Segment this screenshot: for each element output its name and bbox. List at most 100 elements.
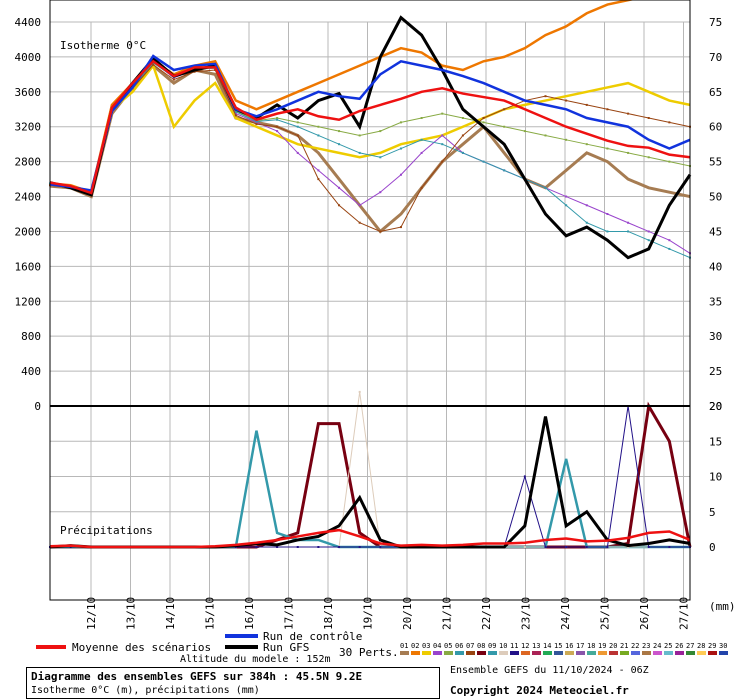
left-tick-label: 2000 — [15, 225, 42, 238]
upper-series-point — [420, 186, 423, 189]
left-tick-label: 4000 — [15, 51, 42, 64]
lower-right-tick-label: 20 — [709, 400, 722, 413]
pert-color-swatch — [477, 651, 486, 655]
pert-color-swatch — [499, 651, 508, 655]
upper-series-line — [49, 59, 691, 195]
pert-number-label: 08 — [477, 642, 485, 650]
upper-series-point — [627, 112, 630, 115]
pert-number-label: 23 — [642, 642, 650, 650]
x-tick-label: 15/10 — [204, 597, 217, 630]
upper-series-point — [379, 130, 382, 133]
lower-series-point — [317, 546, 320, 548]
lower-series-point — [358, 546, 361, 548]
upper-series-point — [193, 70, 196, 73]
upper-series-point — [317, 178, 320, 181]
lower-series-point — [565, 546, 568, 548]
pert-color-swatch — [565, 651, 574, 655]
upper-series-point — [255, 120, 258, 123]
pert-color-swatch — [554, 651, 563, 655]
upper-series-point — [276, 130, 279, 133]
upper-series-point — [379, 156, 382, 159]
pert-number-label: 09 — [488, 642, 496, 650]
upper-series-point — [358, 134, 361, 137]
x-tick-label: 23/10 — [520, 597, 533, 630]
chart-title: Diagramme des ensembles GEFS sur 384h : … — [31, 670, 363, 683]
pert-number-label: 01 — [400, 642, 408, 650]
run-info: Ensemble GEFS du 11/10/2024 - 06Z — [450, 665, 649, 676]
upper-series-point — [441, 134, 444, 137]
pert-number-label: 30 — [719, 642, 727, 650]
pert-color-swatch — [444, 651, 453, 655]
lower-series-line — [49, 528, 691, 549]
lower-panel-grid — [50, 405, 690, 600]
x-tick-label: 22/10 — [480, 597, 493, 630]
pert-color-swatch — [532, 651, 541, 655]
lower-right-tick-label: 5 — [709, 506, 716, 519]
upper-series-point — [606, 213, 609, 215]
upper-series-point — [585, 221, 588, 224]
right-tick-label: 50 — [709, 191, 722, 204]
pert-number-label: 14 — [543, 642, 551, 650]
upper-series-point — [606, 108, 609, 111]
pert-color-swatch — [719, 651, 728, 655]
pert-color-swatch — [620, 651, 629, 655]
right-tick-label: 25 — [709, 365, 722, 378]
upper-series-point — [482, 160, 485, 163]
pert-color-swatch — [466, 651, 475, 655]
x-tick-label: 26/10 — [638, 597, 651, 630]
lower-series-point — [647, 546, 650, 548]
x-tick-label: 12/10 — [85, 597, 98, 630]
upper-series-point — [276, 117, 279, 119]
pert-number-label: 03 — [422, 642, 430, 650]
upper-series-point — [503, 169, 506, 172]
upper-series-point — [338, 186, 341, 189]
left-tick-label: 4400 — [15, 16, 42, 29]
left-tick-label: 1600 — [15, 260, 42, 273]
upper-series-point — [565, 195, 568, 198]
perts-legend-label: 30 Perts. — [339, 646, 399, 659]
pert-color-swatch — [686, 651, 695, 655]
pert-number-label: 15 — [554, 642, 562, 650]
x-tick-label: 14/10 — [164, 597, 177, 630]
upper-series-point — [668, 247, 671, 250]
upper-series-point — [647, 156, 650, 159]
lower-series-point — [338, 546, 341, 548]
lower-series-point — [379, 546, 382, 548]
pert-number-label: 20 — [609, 642, 617, 650]
upper-series-point — [565, 204, 568, 207]
pert-number-label: 13 — [532, 642, 540, 650]
upper-series-line — [49, 15, 692, 260]
upper-series-point — [234, 112, 237, 115]
right-tick-label: 45 — [709, 225, 722, 238]
upper-series-point — [441, 143, 444, 146]
left-tick-label: 2400 — [15, 191, 42, 204]
upper-series-point — [399, 121, 402, 124]
upper-series-point — [503, 125, 506, 128]
upper-series-point — [399, 147, 402, 150]
pert-color-swatch — [576, 651, 585, 655]
lower-right-tick-label: 0 — [709, 541, 716, 554]
x-tick-label: 25/10 — [599, 597, 612, 630]
upper-series-line — [49, 63, 691, 234]
pert-color-swatch — [598, 651, 607, 655]
upper-series-point — [523, 130, 526, 133]
x-tick-label: 24/10 — [559, 597, 572, 630]
upper-series-point — [399, 173, 402, 176]
pert-color-swatch — [488, 651, 497, 655]
upper-series-point — [627, 151, 630, 154]
upper-panel-grid — [50, 21, 690, 407]
precip-unit-label: (mm) — [709, 600, 736, 613]
pert-color-swatch — [587, 651, 596, 655]
upper-series-point — [379, 191, 382, 194]
upper-series-point — [276, 125, 279, 128]
pert-color-swatch — [631, 651, 640, 655]
plot-frame — [49, 0, 691, 601]
upper-series-line — [49, 54, 691, 192]
pert-color-swatch — [411, 651, 420, 655]
pert-color-swatch — [433, 651, 442, 655]
right-tick-label: 60 — [709, 121, 722, 134]
lower-series-point — [585, 546, 588, 548]
pert-color-swatch — [697, 651, 706, 655]
